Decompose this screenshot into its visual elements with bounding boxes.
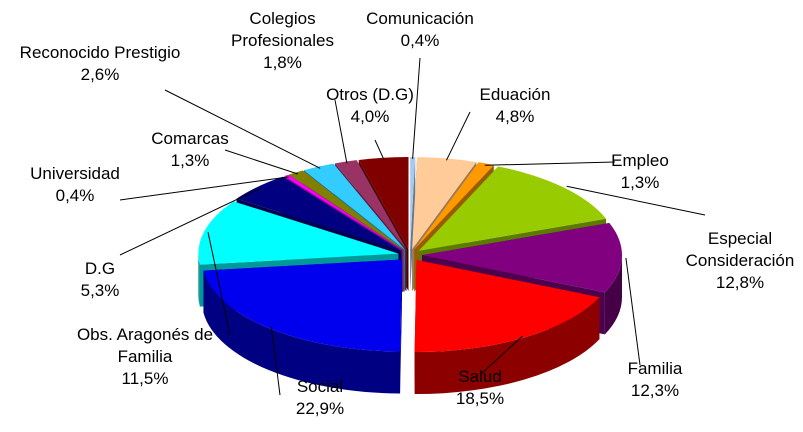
slice-side — [203, 270, 401, 394]
slice-label: Reconocido Prestigio 2,6% — [10, 42, 190, 86]
slice — [198, 201, 399, 265]
value-label: 2,6% — [80, 65, 120, 84]
slice — [284, 174, 404, 251]
slice — [288, 170, 404, 250]
category-label: Social — [296, 377, 344, 396]
slice-label: Obs. Aragonés de Familia 11,5% — [60, 324, 230, 390]
value-label: 18,5% — [455, 389, 505, 408]
slice-side — [414, 297, 600, 395]
leader-line — [270, 326, 281, 396]
slice — [418, 166, 607, 251]
slice-label: Colegios Profesionales 1,8% — [205, 8, 360, 74]
leader-line — [479, 335, 523, 376]
leader-line — [484, 161, 616, 166]
category-label: Universidad — [30, 164, 120, 183]
category-label: Colegios Profesionales — [230, 9, 334, 50]
leader-line — [625, 257, 641, 366]
category-label: D.G — [84, 259, 116, 278]
slice-label: Especial Consideración 12,8% — [665, 228, 803, 294]
leader-line — [207, 231, 231, 336]
value-label: 11,5% — [121, 369, 169, 388]
category-label: Especial Consideración — [685, 229, 795, 270]
category-label: Otros (D.G) — [326, 85, 414, 104]
slice-label: Salud 18,5% — [435, 366, 525, 410]
value-label: 1,3% — [170, 151, 210, 170]
category-label: Comunicación — [366, 9, 474, 28]
value-label: 1,8% — [263, 53, 302, 72]
slice-label: Empleo 1,3% — [590, 150, 690, 194]
slice-wall — [410, 157, 416, 292]
category-label: Obs. Aragonés de Familia — [76, 325, 214, 366]
value-label: 22,9% — [295, 399, 345, 418]
category-label: Reconocido Prestigio — [19, 43, 181, 62]
value-label: 4,0% — [350, 107, 390, 126]
leader-line — [412, 57, 421, 159]
slice — [414, 260, 600, 353]
slice — [335, 160, 407, 250]
slice — [203, 259, 403, 352]
slice-label: Otros (D.G) 4,0% — [300, 84, 440, 128]
category-label: Comarcas — [151, 129, 229, 148]
value-label: 0,4% — [55, 186, 95, 205]
value-label: 5,3% — [80, 281, 120, 300]
slice-label: Eduación 4,8% — [460, 84, 570, 128]
slice-side — [198, 253, 200, 307]
leader-line — [164, 89, 321, 169]
slice-label: Comunicación 0,4% — [355, 8, 485, 52]
leader-line — [445, 111, 471, 161]
slice — [414, 162, 494, 250]
slice — [236, 176, 402, 251]
leader-line — [119, 187, 261, 256]
value-label: 12,8% — [715, 273, 765, 292]
leader-line — [334, 99, 348, 164]
leader-line — [374, 139, 385, 160]
slice — [410, 157, 416, 250]
leader-line — [119, 176, 289, 201]
slice — [412, 157, 477, 250]
value-label: 1,3% — [620, 173, 660, 192]
leader-line — [224, 149, 299, 175]
slice-label: D.G 5,3% — [70, 258, 130, 302]
slice — [304, 163, 405, 250]
category-label: Salud — [458, 367, 502, 386]
slice — [421, 223, 622, 293]
slice-label: Comarcas 1,3% — [125, 128, 255, 172]
slice-label: Social 22,9% — [270, 376, 370, 420]
slice-label: Universidad 0,4% — [5, 163, 145, 207]
slice-side — [604, 255, 622, 335]
slice-label: Familia 12,3% — [605, 358, 705, 402]
slice — [358, 157, 409, 250]
category-label: Eduación — [479, 85, 551, 104]
value-label: 4,8% — [495, 107, 535, 126]
leader-line — [566, 185, 706, 216]
category-label: Empleo — [611, 151, 669, 170]
value-label: 0,4% — [400, 31, 440, 50]
category-label: Familia — [627, 359, 683, 378]
value-label: 12,3% — [630, 381, 680, 400]
